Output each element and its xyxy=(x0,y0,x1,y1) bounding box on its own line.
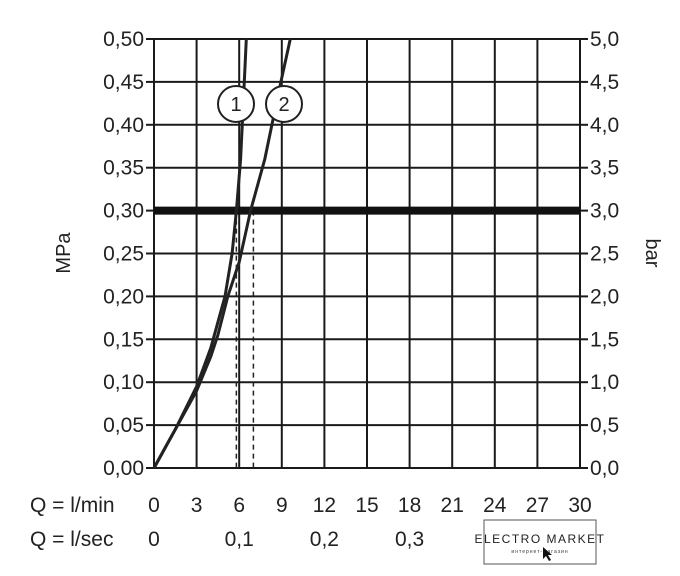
y-left-title: MPa xyxy=(53,232,75,274)
y-left-tick-label: 0,25 xyxy=(103,243,144,266)
curve-2 xyxy=(152,38,292,469)
x2-tick-label: 0,3 xyxy=(395,528,424,551)
x-ticks-lmin: 0 3 6 9 12 15 18 21 24 27 30 xyxy=(148,494,592,517)
y-right-tick-label: 0,5 xyxy=(590,414,619,437)
y-right-tick-label: 4,5 xyxy=(590,71,619,94)
x2-tick-label: 0,2 xyxy=(310,528,339,551)
x-tick-label: 27 xyxy=(526,494,549,517)
y-left-tick-label: 0,35 xyxy=(103,157,144,180)
y-left-tick-label: 0,00 xyxy=(103,457,144,480)
y-left-tick-label: 0,15 xyxy=(103,328,144,351)
y-right-tick-label: 1,5 xyxy=(590,328,619,351)
x-tick-label: 24 xyxy=(483,494,507,517)
y-left-tick-label: 0,30 xyxy=(103,200,144,223)
x-tick-label: 21 xyxy=(441,494,464,517)
y-left-tick-label: 0,40 xyxy=(103,114,144,137)
x-ticks-lsec: 0 0,1 0,2 0,3 xyxy=(148,528,424,551)
x-tick-label: 18 xyxy=(398,494,421,517)
y-right-ticks: 0,0 0,5 1,0 1,5 2,0 2,5 3,0 3,5 4,0 4,5 5,0 xyxy=(590,28,619,480)
cursor-icon xyxy=(543,547,552,561)
y-right-title: bar xyxy=(641,239,663,268)
y-right-tick-label: 3,5 xyxy=(590,157,619,180)
y-right-tick-label: 4,0 xyxy=(590,114,619,137)
x2-tick-label: 0 xyxy=(148,528,160,551)
x-axis-unit-lsec: Q = l/sec xyxy=(30,528,113,551)
y-right-tick-label: 0,0 xyxy=(590,457,619,480)
y-right-tick-label: 1,0 xyxy=(590,371,619,394)
y-left-tick-label: 0,05 xyxy=(103,414,144,437)
logo-text: ELECTRO MARKET xyxy=(474,532,605,546)
y-right-tick-label: 5,0 xyxy=(590,28,619,51)
y-right-tick-label: 3,0 xyxy=(590,200,619,223)
y-left-tick-label: 0,10 xyxy=(103,371,144,394)
series-marker-circle-1 xyxy=(217,85,255,123)
curves xyxy=(152,38,292,469)
x-tick-label: 9 xyxy=(276,494,288,517)
x2-tick-label: 0,1 xyxy=(225,528,254,551)
y-left-ticks: 0,00 0,05 0,10 0,15 0,20 0,25 0,30 0,35 0,40 0,45… xyxy=(103,28,144,480)
operating-point-guides xyxy=(235,210,255,468)
y-left-tick-label: 0,45 xyxy=(103,71,144,94)
x-tick-label: 6 xyxy=(233,494,245,517)
x-tick-label: 30 xyxy=(568,494,591,517)
series-marker-circle-2 xyxy=(265,85,303,123)
grid xyxy=(146,38,588,469)
logo-subtext: интернет-магазин xyxy=(511,549,568,555)
x-tick-label: 12 xyxy=(313,494,336,517)
x-axis-unit-lmin: Q = l/min xyxy=(30,494,115,517)
y-right-tick-label: 2,5 xyxy=(590,243,619,266)
series-marker-label-2: 2 xyxy=(278,94,289,116)
x-tick-label: 3 xyxy=(191,494,203,517)
logo-frame xyxy=(483,519,597,565)
y-left-tick-label: 0,20 xyxy=(103,285,144,308)
watermark-logo: ELECTRO MARKET интернет-магазин xyxy=(474,519,605,565)
x-tick-label: 15 xyxy=(355,494,378,517)
series-marker-label-1: 1 xyxy=(230,94,241,116)
y-left-tick-label: 0,50 xyxy=(103,28,144,51)
y-right-tick-label: 2,0 xyxy=(590,285,619,308)
x-tick-label: 0 xyxy=(148,494,160,517)
